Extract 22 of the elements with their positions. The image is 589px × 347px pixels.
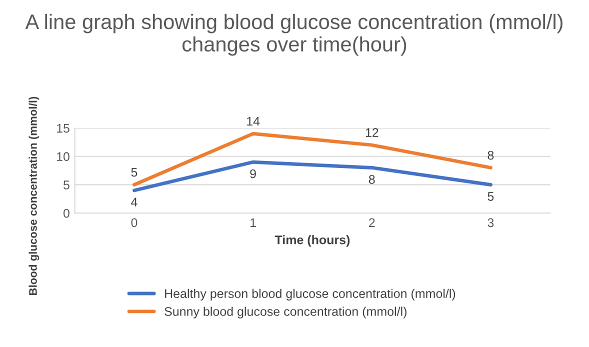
x-tick-label: 3: [488, 218, 494, 228]
y-tick-label: 10: [56, 152, 70, 162]
line-series: [132, 160, 492, 192]
y-tick-label: 15: [56, 124, 70, 133]
x-axis-title: Time (hours): [274, 235, 350, 247]
y-tick-label: 0: [63, 208, 70, 218]
y-axis-title: Blood glucose concentration (mmol/l): [28, 96, 40, 295]
data-label: 5: [488, 192, 494, 201]
x-tick-label: 0: [131, 218, 138, 228]
chart-title: A line graph showing blood glucose concentration (mmol/l) changes over time(hour): [25, 14, 562, 56]
data-label: 12: [366, 128, 378, 137]
legend-label: Healthy person blood glucose concentration (mmol/l): [165, 288, 456, 300]
data-label: 9: [250, 169, 256, 178]
x-tick-label: 2: [369, 218, 375, 227]
data-label: 8: [368, 174, 375, 184]
x-tick-label: 1: [250, 218, 256, 227]
data-label: 5: [131, 168, 138, 177]
legend-label: Sunny blood glucose concentration (mmol/l): [164, 306, 406, 318]
data-label: 8: [488, 150, 494, 160]
y-tick-label: 5: [63, 180, 70, 190]
data-label: 4: [131, 198, 138, 206]
data-label: 14: [247, 116, 260, 126]
